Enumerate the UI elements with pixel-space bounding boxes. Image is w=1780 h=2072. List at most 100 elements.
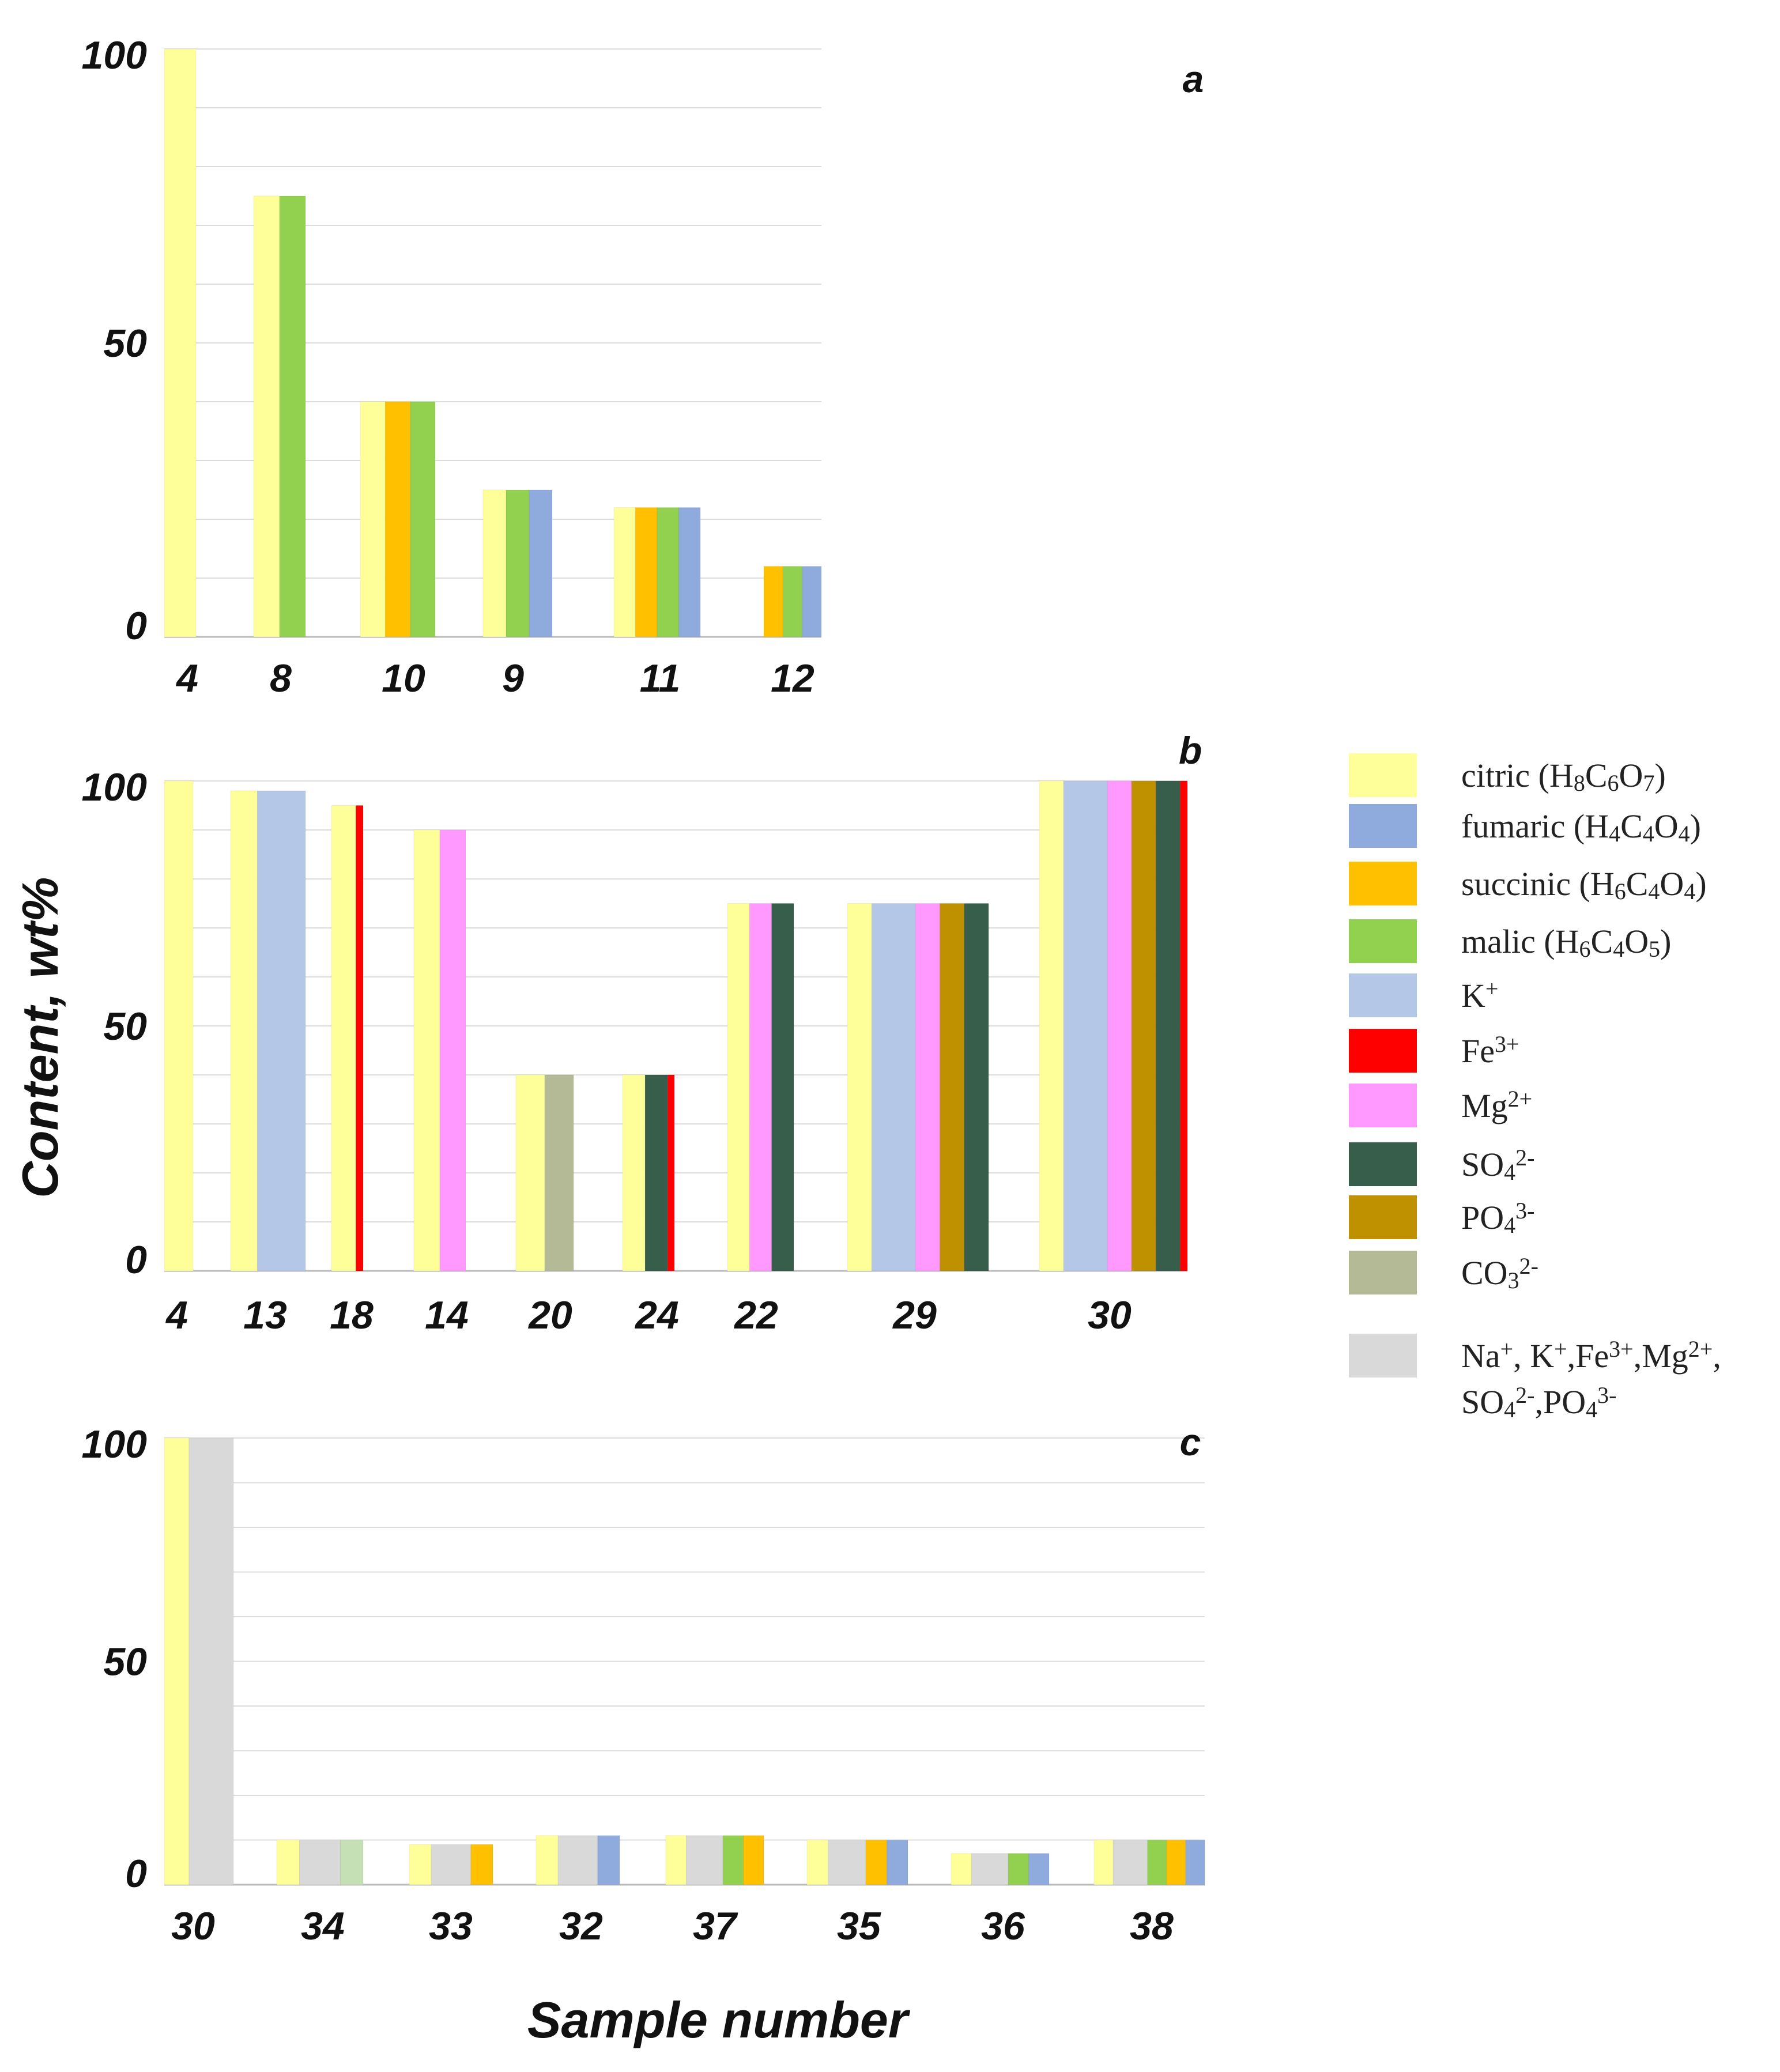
y-tick-label-0: 0 — [125, 1238, 147, 1282]
bar-c-35-citric — [806, 1840, 828, 1885]
x-axis-title: Sample number — [527, 1991, 911, 2048]
bar-group-18 — [331, 805, 364, 1271]
legend-label-Fe: Fe3+ — [1461, 1031, 1519, 1070]
bar-c-36-malic — [1008, 1853, 1029, 1885]
bar-c-36-citric — [951, 1853, 972, 1885]
x-tick-label-11: 11 — [640, 656, 681, 700]
bar-a-11-malic — [657, 507, 679, 637]
x-tick-label-12: 12 — [771, 656, 814, 700]
x-tick-label-4: 4 — [175, 656, 198, 700]
x-tick-label-37: 37 — [693, 1904, 738, 1948]
bar-b-22-Mg — [749, 903, 772, 1271]
bar-a-12-malic — [782, 566, 803, 637]
legend-label-mix: Na+, K+,Fe3+,Mg2+, — [1461, 1336, 1721, 1375]
legend-swatch-SO4 — [1349, 1142, 1417, 1186]
legend-item-citric: citric (H8C6O7) — [1349, 753, 1666, 797]
bar-group-33 — [409, 1844, 493, 1885]
legend-swatch-malic — [1349, 919, 1417, 963]
bar-c-38-citric — [1093, 1840, 1114, 1885]
bar-b-4-citric — [164, 780, 194, 1271]
bar-c-38-malic — [1147, 1840, 1167, 1885]
x-tick-label-34: 34 — [301, 1904, 345, 1948]
bar-group-12 — [763, 566, 822, 637]
bar-c-33-succinic — [470, 1844, 493, 1885]
x-tick-label-33: 33 — [429, 1904, 473, 1948]
y-tick-label-50: 50 — [103, 1005, 147, 1048]
x-tick-label-14: 14 — [425, 1293, 469, 1337]
y-tick-label-100: 100 — [82, 33, 148, 77]
panel-letter: c — [1180, 1421, 1201, 1463]
legend-item-Mg: Mg2+ — [1349, 1084, 1532, 1127]
x-tick-label-36: 36 — [981, 1904, 1025, 1948]
legend: citric (H8C6O7) fumaric (H4C4O4) succinic … — [1349, 753, 1721, 1422]
bar-b-29-citric — [847, 903, 872, 1271]
bar-c-32-citric — [535, 1835, 559, 1885]
chart-panel-c: 100 50 0 30 34 33 32 37 35 36 38 c — [82, 1421, 1205, 1948]
x-tick-label-29: 29 — [892, 1293, 937, 1337]
legend-swatch-PO4 — [1349, 1195, 1417, 1239]
x-tick-label-24: 24 — [634, 1293, 679, 1337]
bar-c-30-citric — [164, 1437, 190, 1885]
panel-letter: b — [1179, 729, 1202, 772]
legend-swatch-Fe — [1349, 1029, 1417, 1073]
legend-swatch-Mg — [1349, 1084, 1417, 1127]
legend-label-Mg: Mg2+ — [1461, 1086, 1532, 1124]
bar-b-30-PO4 — [1131, 780, 1156, 1271]
bar-b-22-citric — [727, 903, 750, 1271]
legend-item-malic: malic (H6C4O5) — [1349, 919, 1671, 963]
bar-c-35-mix — [827, 1840, 866, 1885]
y-tick-label-50: 50 — [103, 322, 147, 365]
legend-item-Fe: Fe3+ — [1349, 1029, 1519, 1073]
bar-group-35 — [806, 1840, 908, 1885]
bar-b-30-Mg — [1107, 780, 1132, 1271]
bar-c-33-mix — [431, 1844, 472, 1885]
bar-b-24-SO4 — [644, 1074, 668, 1271]
bar-b-20-CO3 — [544, 1074, 574, 1271]
bar-a-8-malic — [279, 195, 306, 637]
bar-b-14-Mg — [439, 829, 466, 1271]
y-tick-label-100: 100 — [82, 1422, 148, 1466]
bar-a-12-succinic — [763, 566, 783, 637]
legend-item-PO4: PO43- — [1349, 1195, 1534, 1239]
bar-b-29-SO4 — [964, 903, 989, 1271]
bar-a-10-malic — [410, 401, 436, 637]
bar-c-38-mix — [1112, 1840, 1148, 1885]
legend-label-mix-line2: SO42-,PO43- — [1461, 1382, 1616, 1422]
bar-group-10 — [360, 401, 436, 637]
bar-group-30 — [164, 1437, 234, 1885]
bar-group-20 — [515, 1074, 574, 1271]
bar-group-29 — [847, 903, 989, 1271]
bar-group-8 — [253, 195, 306, 637]
legend-label-malic: malic (H6C4O5) — [1461, 923, 1671, 962]
x-tick-label-8: 8 — [270, 656, 292, 700]
legend-label-fumaric: fumaric (H4C4O4) — [1461, 807, 1701, 847]
chart-panel-a: 100 50 04 8 10 9 11 12 a — [82, 33, 1204, 700]
bar-group-38 — [1093, 1840, 1205, 1885]
bar-group-4 — [164, 48, 197, 637]
bar-c-32-mix — [557, 1835, 598, 1885]
bar-c-38-succinic — [1166, 1840, 1186, 1885]
bar-group-34 — [276, 1840, 364, 1885]
bar-group-37 — [665, 1835, 764, 1885]
bar-a-11-succinic — [635, 507, 658, 637]
legend-label-K: K+ — [1461, 976, 1498, 1014]
x-tick-label-30: 30 — [171, 1904, 215, 1948]
bar-a-11-fumaric — [678, 507, 701, 637]
legend-label-SO4: SO42- — [1461, 1145, 1534, 1185]
bar-b-18-Fe — [355, 805, 364, 1271]
x-tick-label-22: 22 — [733, 1293, 778, 1337]
bar-group-36 — [951, 1853, 1050, 1885]
x-tick-label-10: 10 — [382, 656, 425, 700]
legend-label-CO3: CO32- — [1461, 1253, 1538, 1293]
chart-panel-b: 100 50 04 13 18 14 20 24 22 29 30 b — [82, 729, 1202, 1337]
y-tick-label-50: 50 — [103, 1640, 147, 1684]
legend-label-citric: citric (H8C6O7) — [1461, 757, 1666, 796]
legend-swatch-succinic — [1349, 862, 1417, 905]
bar-a-9-malic — [506, 489, 530, 637]
legend-item-succinic: succinic (H6C4O4) — [1349, 862, 1707, 905]
x-tick-label-4: 4 — [165, 1293, 188, 1337]
bar-group-9 — [482, 489, 553, 637]
y-axis-title: Content, wt% — [12, 877, 69, 1198]
